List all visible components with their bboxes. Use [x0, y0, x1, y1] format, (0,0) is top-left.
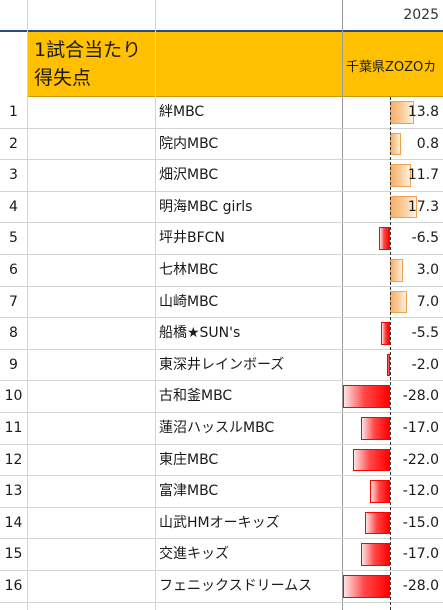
table-row[interactable]: 13 富津MBC -12.0 [0, 476, 443, 508]
row-value: 0.8 [416, 135, 439, 152]
row-value: 13.8 [407, 104, 439, 120]
team-name: 蓮沼ハッスルMBC [159, 419, 275, 436]
team-name: 院内MBC [159, 135, 219, 152]
row-value: -2.0 [411, 356, 439, 373]
table-row[interactable]: 7 山崎MBC 7.0 [0, 287, 443, 319]
row-value: 17.3 [407, 198, 439, 215]
row-value: 11.7 [407, 167, 439, 184]
team-name: 船橋★SUN's [159, 325, 241, 342]
table-row[interactable]: 4 明海MBC girls 17.3 [0, 192, 443, 224]
row-value: -12.0 [402, 483, 439, 500]
row-value: 3.0 [416, 261, 439, 278]
databar [379, 227, 390, 250]
row-value: 7.0 [416, 293, 439, 310]
row-value: -17.0 [402, 546, 439, 563]
team-name: 古和釜MBC [159, 388, 233, 405]
gridline [342, 0, 343, 610]
table-row[interactable]: 1 絆MBC 13.8 [0, 97, 443, 129]
row-rank: 11 [4, 419, 23, 436]
databar [386, 353, 390, 377]
team-name: 東深井レインボーズ [159, 356, 285, 373]
row-rank: 7 [9, 293, 18, 310]
table-row[interactable]: 11 蓮沼ハッスルMBC -17.0 [0, 413, 443, 445]
header-column-title: 千葉県ZOZOカ [346, 60, 437, 75]
row-value: -28.0 [402, 388, 439, 405]
row-value: -6.5 [411, 230, 439, 247]
databar [380, 322, 390, 345]
gridline [155, 0, 156, 610]
team-name: 明海MBC girls [159, 198, 253, 215]
table-row[interactable]: 5 坪井BFCN -6.5 [0, 223, 443, 255]
databar [343, 574, 390, 598]
databar [390, 258, 403, 282]
row-value: -17.0 [402, 419, 439, 436]
year-label: 2025 [403, 7, 439, 23]
table-row[interactable]: 2 院内MBC 0.8 [0, 129, 443, 161]
row-rank: 15 [4, 546, 23, 563]
team-name: 坪井BFCN [159, 230, 225, 247]
table-row[interactable]: 10 古和釜MBC -28.0 [0, 381, 443, 413]
table-row[interactable]: 9 東深井レインボーズ -2.0 [0, 350, 443, 382]
row-rank: 13 [4, 483, 23, 500]
year-header-row: 2025 [0, 0, 443, 32]
team-name: 東庄MBC [159, 451, 219, 468]
databar [361, 543, 390, 566]
row-value: -28.0 [402, 577, 439, 594]
row-rank: 1 [9, 104, 18, 120]
header-band[interactable]: 1試合当たり 得失点 千葉県ZOZOカ [28, 32, 443, 97]
table-row[interactable]: 3 畑沢MBC 11.7 [0, 160, 443, 192]
team-name: 山崎MBC [159, 293, 219, 310]
team-name: 絆MBC [159, 104, 205, 120]
databar [343, 385, 390, 408]
databar [361, 416, 390, 440]
team-name: 交進キッズ [159, 546, 229, 563]
databar [369, 480, 390, 503]
row-rank: 3 [9, 167, 18, 184]
row-rank: 10 [4, 388, 23, 405]
row-rank: 2 [9, 135, 18, 152]
team-name: 富津MBC [159, 483, 219, 500]
table-row[interactable]: 8 船橋★SUN's -5.5 [0, 318, 443, 350]
row-value: -22.0 [402, 451, 439, 468]
row-rank: 9 [9, 356, 18, 373]
header-title: 1試合当たり 得失点 [34, 39, 142, 89]
row-rank: 5 [9, 230, 18, 247]
databar-axis [390, 97, 391, 610]
table-row[interactable]: 14 山武HMオーキッズ -15.0 [0, 508, 443, 540]
row-rank: 14 [4, 514, 23, 531]
gridline [27, 0, 28, 610]
row-rank: 6 [9, 261, 18, 278]
databar [364, 511, 390, 535]
row-rank: 8 [9, 325, 18, 342]
team-name: 山武HMオーキッズ [159, 514, 280, 531]
table-row[interactable]: 12 東庄MBC -22.0 [0, 445, 443, 477]
databar [353, 448, 390, 472]
row-rank: 12 [4, 451, 23, 468]
table-row[interactable]: 6 七林MBC 3.0 [0, 255, 443, 287]
table-row[interactable]: 16 フェニックスドリームス -28.0 [0, 571, 443, 603]
table-body: 1 絆MBC 13.8 2 院内MBC 0.8 3 畑沢MBC 11.7 4 明海MBC girls… [0, 97, 443, 603]
row-value: -5.5 [411, 325, 439, 342]
row-rank: 4 [9, 198, 18, 215]
team-name: 畑沢MBC [159, 167, 219, 184]
table-row[interactable]: 15 交進キッズ -17.0 [0, 539, 443, 571]
row-rank: 16 [4, 577, 23, 594]
team-name: フェニックスドリームス [159, 577, 313, 594]
databar [390, 132, 401, 156]
databar [390, 290, 407, 314]
team-name: 七林MBC [159, 261, 219, 278]
row-value: -15.0 [402, 514, 439, 531]
